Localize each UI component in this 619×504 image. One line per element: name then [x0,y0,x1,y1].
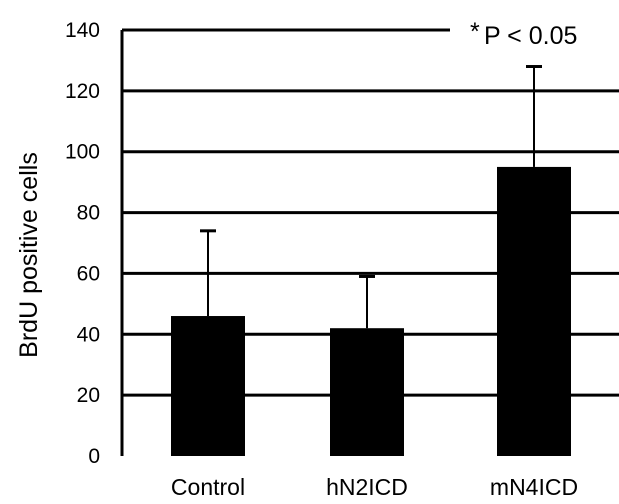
bar-Control [171,316,245,456]
y-tick-label: 20 [77,384,100,407]
category-label-hN2ICD: hN2ICD [326,474,408,500]
category-labels: Control hN2ICD mN4ICD [171,474,578,500]
y-tick-label: 140 [65,19,100,42]
y-axis: 0 20 40 60 80 100 120 140 [65,19,124,468]
y-tick-label: 100 [65,141,100,164]
bar-hN2ICD [330,328,404,456]
category-label-mN4ICD: mN4ICD [490,474,578,500]
y-axis-label: BrdU positive cells [15,152,43,358]
bars [171,166,571,456]
annotation-text: P < 0.05 [484,22,577,50]
y-tick-label: 0 [88,445,100,468]
annotation-star: * [470,18,480,46]
significance-annotation: * P < 0.05 [470,18,577,50]
y-tick-label: 120 [65,80,100,103]
y-tick-label: 60 [77,262,100,285]
category-label-Control: Control [171,474,245,500]
y-tick-label: 40 [77,323,100,346]
bar-mN4ICD [497,166,571,456]
error-bars [200,65,542,329]
y-tick-label: 80 [77,202,100,225]
